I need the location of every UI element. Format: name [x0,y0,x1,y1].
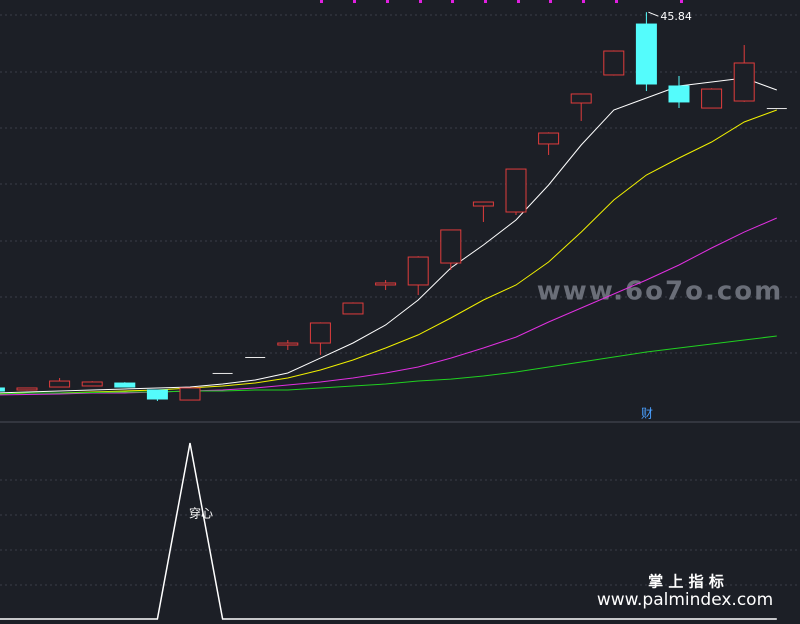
candle-body [440,229,462,264]
candle-body [538,132,560,145]
candle-body [472,201,494,207]
candle-body [309,322,331,344]
indicator-line [0,442,777,620]
candle-body [668,85,690,103]
max-label: 45.84 [660,10,692,23]
candle-body [570,93,592,104]
candle-body [212,372,233,374]
candle-body [407,256,429,286]
candle-body [245,357,266,358]
candle-body [114,382,136,388]
candle-body [0,387,5,392]
candle-body [701,88,723,109]
candle-body [766,108,787,110]
candle-body [505,168,527,213]
candle-body [635,23,657,85]
top-dots [320,0,683,3]
marker-text: 财 [641,407,653,421]
candle-body [375,282,397,286]
candle-body [146,389,168,400]
candle-body [81,381,103,387]
footer-title: 掌 上 指 标 [648,573,724,591]
grid [0,14,800,586]
indicator-annotation: 穿心 [189,506,213,521]
candle-body [179,387,201,401]
candle-body [733,62,755,102]
candle-body [342,302,364,315]
moving-average [0,335,777,395]
watermark: www.6o7o.com [537,277,783,307]
moving-average [0,77,777,394]
candle-body [603,50,625,76]
max-flag [648,11,659,17]
footer-url: www.palmindex.com [597,590,773,610]
candle-body [277,342,299,346]
moving-average [0,109,777,395]
candle-body [16,387,38,391]
candle-body [49,380,71,388]
moving-average [0,217,777,396]
